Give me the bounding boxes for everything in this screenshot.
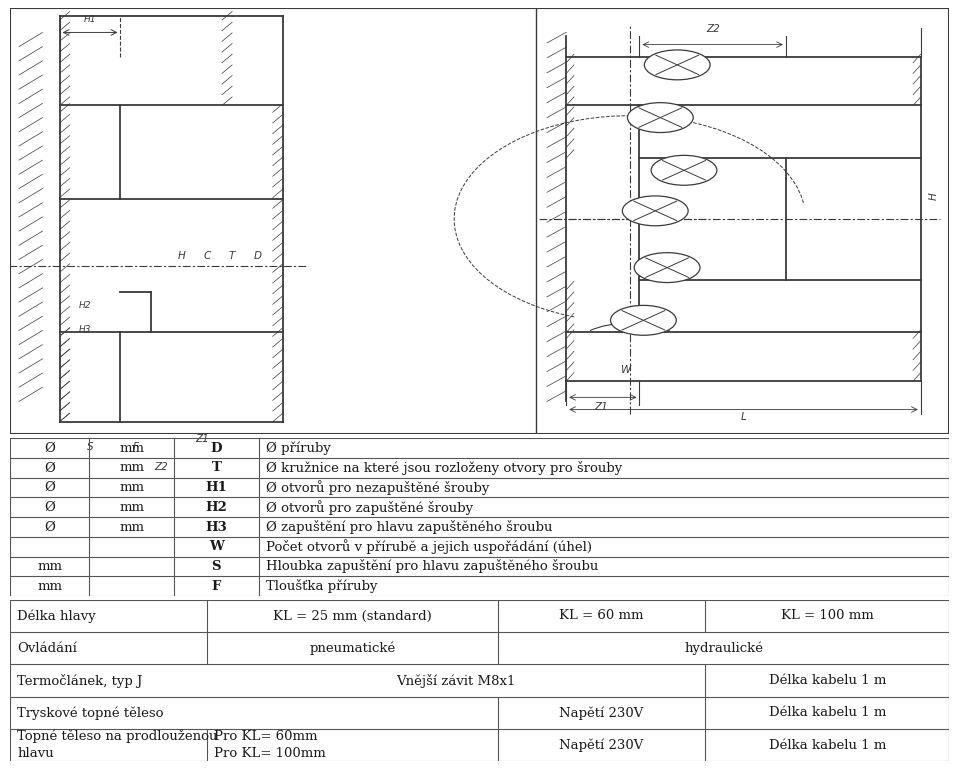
Text: Délka hlavy: Délka hlavy xyxy=(17,609,96,623)
Circle shape xyxy=(611,305,676,335)
Text: Z1: Z1 xyxy=(594,401,608,411)
Text: Hloubka zapuštění pro hlavu zapuštěného šroubu: Hloubka zapuštění pro hlavu zapuštěného … xyxy=(267,559,598,574)
Text: KL = 25 mm (standard): KL = 25 mm (standard) xyxy=(273,610,432,622)
Circle shape xyxy=(622,196,689,226)
Text: Počet otvorů v přírubě a jejich uspořádání (úhel): Počet otvorů v přírubě a jejich uspořádá… xyxy=(267,539,592,554)
Text: mm: mm xyxy=(37,560,62,573)
Text: Ø kružnice na které jsou rozloženy otvory pro šrouby: Ø kružnice na které jsou rozloženy otvor… xyxy=(267,461,622,475)
Text: H3: H3 xyxy=(205,521,227,534)
Text: Ø: Ø xyxy=(44,501,55,514)
Text: H2: H2 xyxy=(79,301,91,310)
Text: Ovládání: Ovládání xyxy=(17,642,77,654)
Text: Napětí 230V: Napětí 230V xyxy=(559,706,643,720)
Text: H: H xyxy=(928,191,939,200)
Text: F: F xyxy=(132,442,139,452)
Text: Délka kabelu 1 m: Délka kabelu 1 m xyxy=(768,674,886,687)
Text: F: F xyxy=(212,580,221,593)
Text: T: T xyxy=(211,461,222,474)
Text: mm: mm xyxy=(119,521,144,534)
Text: T: T xyxy=(229,251,235,261)
Text: KL = 60 mm: KL = 60 mm xyxy=(559,610,643,622)
Text: S: S xyxy=(212,560,222,573)
Text: KL = 100 mm: KL = 100 mm xyxy=(781,610,874,622)
Circle shape xyxy=(651,155,717,185)
Text: Ø: Ø xyxy=(44,521,55,534)
Text: H1: H1 xyxy=(205,481,227,494)
Text: Topné těleso na prodlouženou
hlavu: Topné těleso na prodlouženou hlavu xyxy=(17,730,218,761)
Text: H: H xyxy=(177,251,185,261)
Text: Pro KL= 60mm
Pro KL= 100mm: Pro KL= 60mm Pro KL= 100mm xyxy=(215,730,326,761)
Text: H1: H1 xyxy=(83,15,96,25)
Text: pneumatické: pneumatické xyxy=(310,641,396,655)
Text: Ø otvorů pro zapuštěné šrouby: Ø otvorů pro zapuštěné šrouby xyxy=(267,500,474,514)
Text: Z1: Z1 xyxy=(195,434,208,444)
Text: hydraulické: hydraulické xyxy=(685,641,763,655)
Text: Z2: Z2 xyxy=(706,25,719,35)
Text: H2: H2 xyxy=(205,501,227,514)
Text: Ø: Ø xyxy=(44,461,55,474)
Text: Ø příruby: Ø příruby xyxy=(267,441,331,455)
Text: W: W xyxy=(621,365,632,375)
Text: H3: H3 xyxy=(79,325,91,335)
Text: Délka kabelu 1 m: Délka kabelu 1 m xyxy=(768,707,886,719)
Text: Ø zapuštění pro hlavu zapuštěného šroubu: Ø zapuštění pro hlavu zapuštěného šroubu xyxy=(267,520,552,534)
Text: Napětí 230V: Napětí 230V xyxy=(559,738,643,752)
Text: Termočlánek, typ J: Termočlánek, typ J xyxy=(17,674,143,687)
Text: C: C xyxy=(203,251,210,261)
Text: Ø: Ø xyxy=(44,441,55,454)
Text: Ø otvorů pro nezapuštěné šrouby: Ø otvorů pro nezapuštěné šrouby xyxy=(267,480,489,495)
Text: D: D xyxy=(253,251,262,261)
Text: Délka kabelu 1 m: Délka kabelu 1 m xyxy=(768,739,886,751)
Text: mm: mm xyxy=(119,481,144,494)
Text: L: L xyxy=(740,411,746,421)
Text: Tryskové topné těleso: Tryskové topné těleso xyxy=(17,706,164,720)
Text: mm: mm xyxy=(37,580,62,593)
Circle shape xyxy=(627,102,693,132)
Circle shape xyxy=(644,50,710,80)
Text: Tloušťka příruby: Tloušťka příruby xyxy=(267,579,378,593)
Text: Z2: Z2 xyxy=(154,462,168,472)
Text: S: S xyxy=(86,442,93,452)
Text: mm: mm xyxy=(119,461,144,474)
Circle shape xyxy=(634,253,700,282)
Text: Vnější závit M8x1: Vnější závit M8x1 xyxy=(396,674,516,687)
Text: mm: mm xyxy=(119,501,144,514)
Text: W: W xyxy=(209,540,223,553)
Text: Ø: Ø xyxy=(44,481,55,494)
Text: D: D xyxy=(211,441,222,454)
Text: mm: mm xyxy=(119,441,144,454)
